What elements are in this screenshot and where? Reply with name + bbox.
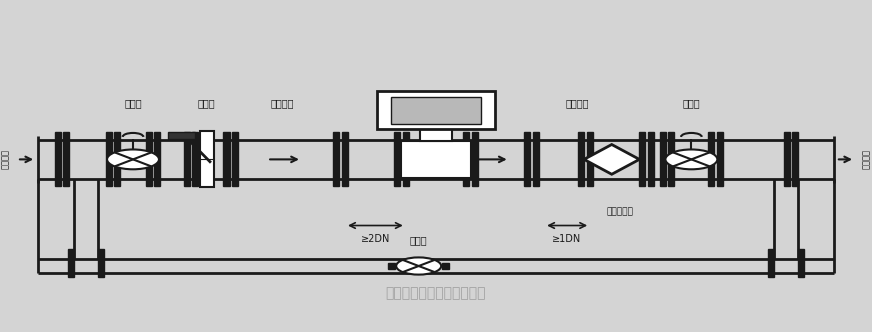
Bar bbox=[391, 97, 481, 124]
Bar bbox=[200, 131, 214, 188]
Bar bbox=[669, 132, 674, 187]
Bar bbox=[184, 132, 190, 187]
Bar bbox=[333, 132, 339, 187]
Bar bbox=[401, 141, 471, 178]
Text: 前直管段: 前直管段 bbox=[270, 98, 294, 108]
Text: 旁通阀: 旁通阀 bbox=[410, 235, 427, 245]
Bar bbox=[533, 132, 539, 187]
Text: 后直管段: 后直管段 bbox=[565, 98, 589, 108]
Polygon shape bbox=[584, 144, 639, 174]
Bar bbox=[99, 249, 105, 278]
Bar bbox=[232, 132, 238, 187]
Bar bbox=[394, 132, 400, 187]
Text: 介质流向: 介质流向 bbox=[1, 149, 10, 169]
Text: 过滤器: 过滤器 bbox=[198, 98, 215, 108]
Bar bbox=[524, 132, 530, 187]
Bar bbox=[55, 132, 61, 187]
Bar bbox=[717, 132, 723, 187]
Bar bbox=[388, 263, 395, 269]
Bar bbox=[167, 131, 195, 139]
Bar bbox=[442, 263, 449, 269]
Bar bbox=[798, 249, 804, 278]
Text: 钢制伸缩器: 钢制伸缩器 bbox=[607, 207, 634, 216]
Bar bbox=[68, 249, 74, 278]
Bar bbox=[403, 132, 409, 187]
Bar bbox=[420, 128, 452, 141]
Bar bbox=[639, 132, 645, 187]
Text: 青岛万安电子技术有限公司: 青岛万安电子技术有限公司 bbox=[385, 286, 487, 300]
Bar bbox=[154, 132, 160, 187]
Text: ≥2DN: ≥2DN bbox=[361, 234, 390, 244]
Bar bbox=[793, 132, 798, 187]
Circle shape bbox=[107, 149, 159, 169]
Bar bbox=[648, 132, 654, 187]
Bar bbox=[660, 132, 666, 187]
Bar bbox=[146, 132, 152, 187]
Circle shape bbox=[665, 149, 718, 169]
Bar bbox=[64, 132, 70, 187]
Text: ≥1DN: ≥1DN bbox=[552, 234, 582, 244]
Bar bbox=[377, 91, 495, 128]
Bar bbox=[587, 132, 593, 187]
Text: 介质流向: 介质流向 bbox=[862, 149, 871, 169]
Bar bbox=[223, 132, 229, 187]
Text: 前阀门: 前阀门 bbox=[124, 98, 142, 108]
Bar bbox=[106, 132, 112, 187]
Bar bbox=[342, 132, 348, 187]
Circle shape bbox=[396, 257, 441, 275]
Bar bbox=[784, 132, 790, 187]
Text: 后阀门: 后阀门 bbox=[683, 98, 700, 108]
Bar bbox=[114, 132, 120, 187]
Bar bbox=[578, 132, 584, 187]
Bar bbox=[463, 132, 469, 187]
Bar bbox=[193, 132, 198, 187]
Bar bbox=[708, 132, 714, 187]
Bar bbox=[472, 132, 478, 187]
Bar bbox=[767, 249, 773, 278]
